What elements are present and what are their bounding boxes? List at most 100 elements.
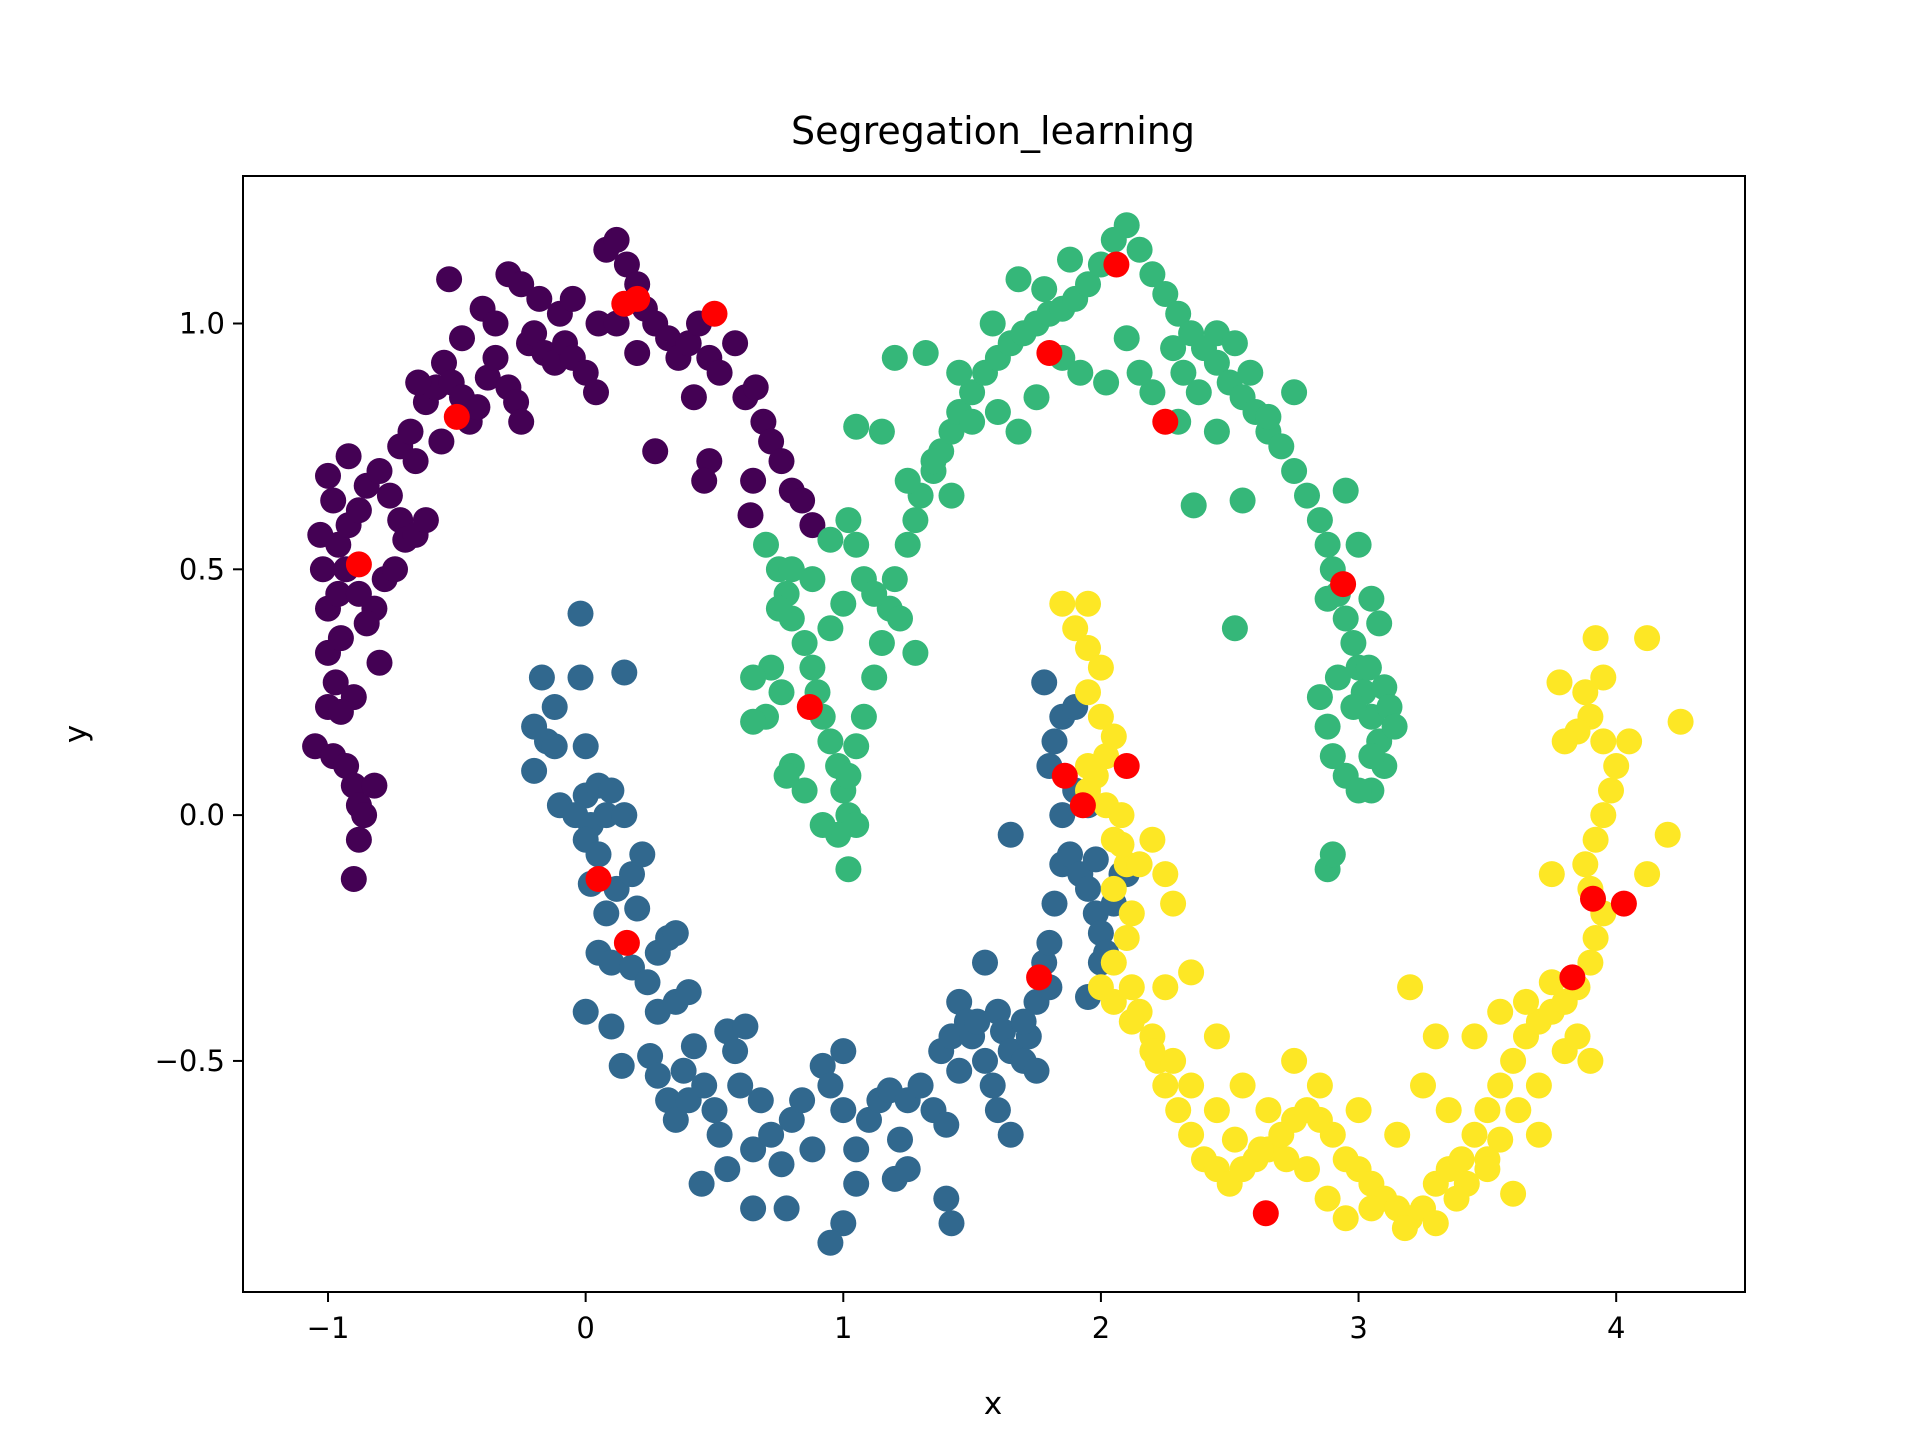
data-point-cluster-1 [559, 285, 586, 312]
centroid-point [345, 551, 372, 578]
data-point-cluster-2 [541, 694, 568, 720]
data-point-cluster-3 [1281, 458, 1308, 484]
data-point-cluster-3 [1340, 630, 1367, 656]
data-point-cluster-3 [1358, 743, 1385, 770]
data-point-cluster-1 [680, 384, 707, 411]
data-point-cluster-4 [1178, 1121, 1205, 1148]
data-point-cluster-3 [1023, 384, 1050, 411]
data-point-cluster-3 [1281, 379, 1308, 406]
data-point-cluster-2 [773, 1195, 800, 1222]
data-point-cluster-4 [1391, 1215, 1418, 1242]
data-point-cluster-4 [1332, 1205, 1359, 1232]
x-tick-label: 1 [834, 1311, 852, 1345]
data-point-cluster-3 [1314, 713, 1341, 740]
data-point-cluster-1 [309, 556, 336, 583]
data-point-cluster-4 [1345, 1097, 1372, 1124]
data-point-cluster-4 [1616, 728, 1643, 755]
data-point-cluster-3 [881, 566, 908, 593]
data-point-cluster-3 [979, 310, 1006, 337]
data-point-cluster-1 [482, 310, 509, 337]
data-point-cluster-4 [1538, 969, 1565, 996]
data-point-cluster-3 [1160, 335, 1187, 362]
data-point-cluster-3 [809, 812, 836, 838]
data-point-cluster-3 [1332, 605, 1359, 632]
data-point-cluster-4 [1229, 1072, 1256, 1099]
data-point-cluster-1 [750, 408, 777, 435]
data-point-cluster-3 [799, 566, 826, 593]
data-point-cluster-2 [598, 1013, 625, 1040]
y-tick-label: 0.5 [179, 552, 225, 586]
data-point-cluster-3 [881, 344, 908, 371]
data-point-cluster-3 [1139, 379, 1166, 406]
data-point-cluster-4 [1422, 1210, 1449, 1237]
y-axis-ticks: −0.5 0.0 0.5 1.0 [155, 306, 243, 1078]
data-point-cluster-4 [1087, 703, 1114, 730]
data-point-cluster-4 [1294, 1156, 1320, 1183]
x-axis-label: x [984, 1386, 1002, 1422]
data-point-cluster-4 [1572, 851, 1599, 878]
data-point-cluster-3 [959, 379, 986, 406]
data-point-cluster-2 [933, 1111, 960, 1138]
data-point-cluster-4 [1273, 1146, 1300, 1173]
data-point-cluster-4 [1075, 753, 1101, 779]
data-point-cluster-4 [1582, 826, 1609, 853]
data-point-cluster-4 [1108, 802, 1135, 829]
data-point-cluster-4 [1075, 635, 1101, 661]
data-point-cluster-4 [1178, 1072, 1205, 1099]
data-point-cluster-1 [382, 556, 408, 583]
data-point-cluster-3 [1314, 531, 1341, 558]
data-point-cluster-2 [1010, 1008, 1037, 1035]
data-point-cluster-2 [997, 1121, 1024, 1148]
centroid-points [345, 251, 1637, 1227]
data-point-cluster-2 [789, 1087, 816, 1114]
data-point-cluster-1 [642, 438, 669, 465]
data-point-cluster-2 [528, 664, 555, 691]
data-point-cluster-1 [603, 226, 630, 253]
data-point-cluster-2 [979, 1072, 1006, 1099]
data-point-cluster-1 [482, 344, 509, 371]
data-point-cluster-4 [1487, 1126, 1514, 1153]
data-point-cluster-2 [572, 733, 599, 760]
data-point-cluster-2 [768, 1151, 795, 1178]
data-point-cluster-2 [598, 777, 625, 804]
data-point-cluster-2 [706, 1121, 733, 1148]
x-tick-label: 3 [1349, 1311, 1367, 1345]
centroid-point [1051, 762, 1078, 789]
centroid-point [1610, 890, 1637, 917]
data-point-cluster-4 [1397, 974, 1424, 1001]
data-point-cluster-3 [1255, 403, 1282, 430]
data-point-cluster-2 [675, 979, 702, 1006]
data-point-cluster-3 [850, 703, 877, 730]
data-point-cluster-1 [322, 669, 349, 696]
data-point-cluster-3 [1203, 418, 1230, 445]
plot-frame [242, 175, 1746, 1293]
data-point-cluster-1 [521, 320, 548, 347]
data-point-cluster-3 [1093, 369, 1120, 396]
data-point-cluster-4 [1108, 831, 1135, 858]
data-point-cluster-4 [1178, 959, 1205, 986]
data-point-cluster-1 [706, 359, 733, 386]
data-point-cluster-3 [1319, 743, 1346, 770]
data-point-cluster-4 [1247, 1136, 1274, 1163]
data-point-cluster-2 [1036, 929, 1063, 956]
data-point-cluster-4 [1221, 1126, 1248, 1153]
data-point-cluster-2 [1057, 841, 1083, 868]
data-point-cluster-2 [611, 802, 638, 829]
data-point-cluster-2 [1082, 846, 1109, 873]
data-point-cluster-1 [428, 428, 455, 455]
data-point-cluster-3 [938, 482, 965, 509]
data-points [302, 212, 1694, 1256]
data-point-cluster-3 [740, 664, 767, 691]
data-point-cluster-3 [868, 630, 895, 656]
data-point-cluster-3 [1113, 212, 1140, 239]
data-point-cluster-2 [1023, 1057, 1050, 1084]
centroid-point [1113, 753, 1140, 779]
data-point-cluster-3 [1152, 281, 1179, 307]
data-point-cluster-4 [1461, 1121, 1488, 1148]
data-point-cluster-1 [503, 389, 530, 416]
data-point-cluster-4 [1139, 826, 1166, 853]
data-point-cluster-1 [768, 448, 795, 475]
chart-title: Segregation_learning [791, 109, 1195, 153]
data-point-cluster-1 [449, 325, 475, 352]
